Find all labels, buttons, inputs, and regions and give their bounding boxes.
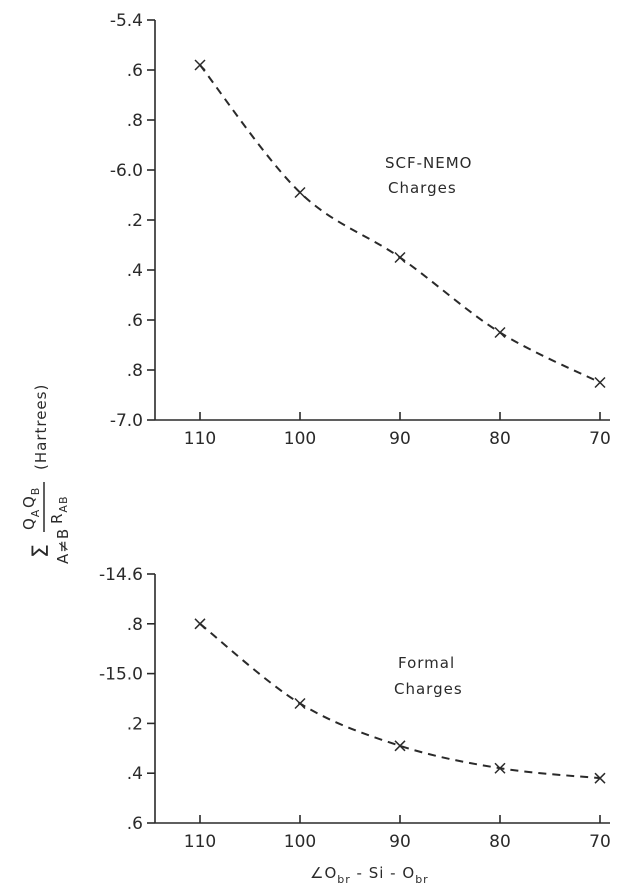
data-point — [194, 618, 206, 630]
series-markers — [194, 59, 606, 389]
sum-symbol: Σ — [29, 544, 54, 558]
y-tick-label: .8 — [127, 361, 143, 381]
annotation-line-1: Formal — [398, 654, 455, 672]
series-line — [199, 623, 601, 780]
x-tick-label: 80 — [489, 832, 511, 852]
x-tick-label: 90 — [389, 832, 411, 852]
denominator: RAB — [48, 495, 70, 524]
x-tick-label: 90 — [389, 429, 411, 449]
data-point — [594, 772, 606, 784]
y-axis-label: Σ A≠B QA QB RAB (Hartrees) — [20, 384, 72, 564]
y-tick-label: -5.4 — [110, 11, 143, 31]
sum-under: A≠B — [54, 528, 72, 564]
x-tick-label: 100 — [284, 429, 316, 449]
series-line — [199, 64, 601, 384]
data-point — [394, 740, 406, 752]
annotation-line-1: SCF-NEMO — [385, 154, 472, 172]
y-tick-label: .2 — [127, 714, 143, 734]
y-tick-label: .6 — [127, 311, 143, 331]
x-ticks: 110 100 90 80 70 — [184, 412, 611, 449]
numerator-q-b: QB — [20, 487, 42, 508]
y-ticks: -5.4 .6 .8 -6.0 .2 .4 .6 .8 -7.0 — [110, 11, 155, 431]
y-ticks: -14.6 .8 -15.0 .2 .4 .6 — [99, 565, 155, 834]
x-axis-label: ∠Obr - Si - Obr — [310, 864, 429, 886]
data-point — [294, 697, 306, 710]
annotation-line-2: Charges — [394, 680, 463, 698]
x-tick-label: 110 — [184, 832, 216, 852]
x-tick-label: 110 — [184, 429, 216, 449]
x-tick-label: 80 — [489, 429, 511, 449]
numerator-q-a: QA — [20, 509, 42, 530]
y-tick-label: .8 — [127, 111, 143, 131]
data-point — [394, 251, 406, 264]
x-tick-label: 70 — [589, 429, 611, 449]
y-tick-label: -15.0 — [99, 665, 143, 685]
y-tick-label: .6 — [127, 61, 143, 81]
y-tick-label: .8 — [127, 615, 143, 635]
data-point — [194, 59, 206, 71]
y-tick-label: .6 — [127, 814, 143, 834]
x-tick-label: 100 — [284, 832, 316, 852]
angle-label: ∠Obr - Si - Obr — [310, 864, 429, 886]
x-ticks: 110 100 90 80 70 — [184, 815, 611, 852]
y-tick-label: .4 — [127, 261, 143, 281]
chart-formal-charges: -14.6 .8 -15.0 .2 .4 .6 110 100 90 80 70 Formal C… — [99, 565, 611, 852]
data-point — [294, 186, 306, 199]
y-tick-label: -7.0 — [110, 411, 143, 431]
y-tick-label: -6.0 — [110, 161, 143, 181]
series-markers — [194, 618, 606, 784]
data-point — [494, 326, 506, 339]
x-tick-label: 70 — [589, 832, 611, 852]
y-tick-label: .4 — [127, 764, 143, 784]
data-point — [594, 376, 606, 389]
units: (Hartrees) — [32, 384, 50, 470]
chart-scf-nemo: -5.4 .6 .8 -6.0 .2 .4 .6 .8 -7.0 110 100 90 80 70 SC… — [110, 11, 611, 449]
data-point — [494, 762, 506, 774]
y-tick-label: .2 — [127, 211, 143, 231]
y-tick-label: -14.6 — [99, 565, 143, 585]
annotation-line-2: Charges — [388, 179, 457, 197]
